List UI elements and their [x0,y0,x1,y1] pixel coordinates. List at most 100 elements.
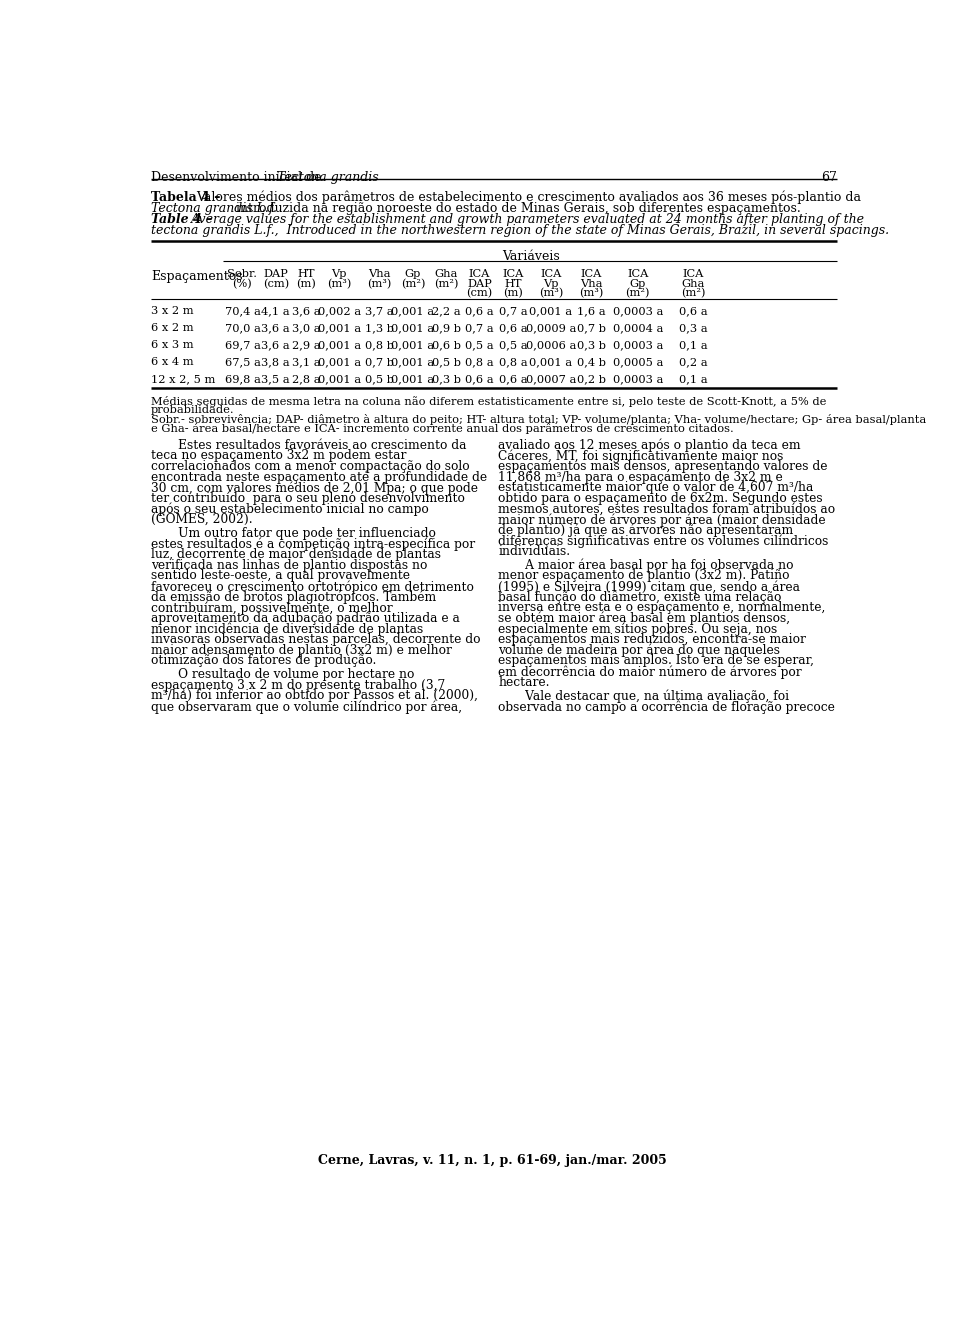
Text: espaçamentos mais densos, apresentando valores de: espaçamentos mais densos, apresentando v… [498,459,828,473]
Text: (%): (%) [232,279,252,289]
Text: 0,0003 a: 0,0003 a [612,341,663,350]
Text: 0,6 a: 0,6 a [498,323,527,333]
Text: 0,001 a: 0,001 a [529,306,572,317]
Text: 70,4 a: 70,4 a [225,306,260,317]
Text: 0,001 a: 0,001 a [318,358,361,367]
Text: observada no campo a ocorrência de floração precoce: observada no campo a ocorrência de flora… [498,700,835,714]
Text: ICA: ICA [581,269,602,280]
Text: especialmente em sítios pobres. Ou seja, nos: especialmente em sítios pobres. Ou seja,… [498,623,778,636]
Text: mesmos autores, estes resultados foram atribuídos ao: mesmos autores, estes resultados foram a… [498,503,835,515]
Text: 0,6 a: 0,6 a [466,306,493,317]
Text: Cáceres, MT, foi significativamente maior nos: Cáceres, MT, foi significativamente maio… [498,449,783,463]
Text: basal função do diâmetro, existe uma relação: basal função do diâmetro, existe uma rel… [498,590,781,605]
Text: ICA: ICA [468,269,491,280]
Text: 0,6 a: 0,6 a [498,374,527,384]
Text: 11,868 m³/ha para o espaçamento de 3x2 m e: 11,868 m³/ha para o espaçamento de 3x2 m… [498,470,783,483]
Text: (m³): (m³) [368,279,392,289]
Text: (m): (m) [503,288,523,298]
Text: 6 x 4 m: 6 x 4 m [151,358,194,367]
Text: 2,2 a: 2,2 a [432,306,461,317]
Text: 0,2 a: 0,2 a [679,358,708,367]
Text: 0,6 a: 0,6 a [679,306,708,317]
Text: 0,0003 a: 0,0003 a [612,374,663,384]
Text: 0,001 a: 0,001 a [392,358,435,367]
Text: 0,001 a: 0,001 a [318,374,361,384]
Text: 0,6 b: 0,6 b [432,341,461,350]
Text: (m²): (m²) [434,279,459,289]
Text: 3,8 a: 3,8 a [261,358,290,367]
Text: 0,001 a: 0,001 a [318,341,361,350]
Text: Desenvolvimento inicial de: Desenvolvimento inicial de [151,172,325,185]
Text: 3,6 a: 3,6 a [292,306,321,317]
Text: 67,5 a: 67,5 a [225,358,260,367]
Text: maior adensamento de plantio (3x2 m) e melhor: maior adensamento de plantio (3x2 m) e m… [151,644,452,657]
Text: volume de madeira por área do que naqueles: volume de madeira por área do que naquel… [498,644,780,657]
Text: (m³): (m³) [539,288,564,298]
Text: Valores médios dos parâmetros de estabelecimento e crescimento avaliados aos 36 : Valores médios dos parâmetros de estabel… [196,191,861,205]
Text: 4,1 a: 4,1 a [261,306,290,317]
Text: O resultado de volume por hectare no: O resultado de volume por hectare no [151,668,415,681]
Text: 0,001 a: 0,001 a [392,323,435,333]
Text: tectona grandis L.f.,  Introduced in the northwestern region of the state of Min: tectona grandis L.f., Introduced in the … [151,224,889,236]
Text: Sobr.: Sobr. [228,269,257,280]
Text: hectare.: hectare. [498,676,550,689]
Text: maior número de árvores por área (maior densidade: maior número de árvores por área (maior … [498,513,826,527]
Text: (m): (m) [296,279,316,289]
Text: espaçamentos mais amplos. Isto era de se esperar,: espaçamentos mais amplos. Isto era de se… [498,655,814,668]
Text: Médias seguidas de mesma letra na coluna não diferem estatisticamente entre si, : Médias seguidas de mesma letra na coluna… [151,396,827,407]
Text: correlacionados com a menor compactação do solo: correlacionados com a menor compactação … [151,459,469,473]
Text: 0,3 b: 0,3 b [577,341,606,350]
Text: m³/ha) foi inferior ao obtido por Passos et al. (2000),: m³/ha) foi inferior ao obtido por Passos… [151,689,478,702]
Text: Cerne, Lavras, v. 11, n. 1, p. 61-69, jan./mar. 2005: Cerne, Lavras, v. 11, n. 1, p. 61-69, ja… [318,1154,666,1167]
Text: 0,002 a: 0,002 a [318,306,361,317]
Text: favoreceu o crescimento ortotrópico em detrimento: favoreceu o crescimento ortotrópico em d… [151,579,474,594]
Text: (m²): (m²) [682,288,706,298]
Text: (m³): (m³) [327,279,351,289]
Text: sentido leste-oeste, a qual provavelmente: sentido leste-oeste, a qual provavelment… [151,569,410,582]
Text: após o seu estabelecimento inicial no campo: após o seu estabelecimento inicial no ca… [151,503,429,516]
Text: ter contribuído  para o seu pleno desenvolvimento: ter contribuído para o seu pleno desenvo… [151,492,465,506]
Text: 0,5 a: 0,5 a [466,341,493,350]
Text: 0,4 b: 0,4 b [577,358,606,367]
Text: (m²): (m²) [626,288,650,298]
Text: 30 cm, com valores médios de 2,01 Mpa; o que pode: 30 cm, com valores médios de 2,01 Mpa; o… [151,482,478,495]
Text: Vale destacar que, na última avaliação, foi: Vale destacar que, na última avaliação, … [498,689,789,704]
Text: 0,001 a: 0,001 a [529,358,572,367]
Text: 69,8 a: 69,8 a [225,374,260,384]
Text: 3,6 a: 3,6 a [261,323,290,333]
Text: 0,0004 a: 0,0004 a [612,323,663,333]
Text: (m²): (m²) [400,279,425,289]
Text: A maior área basal por ha foi observada no: A maior área basal por ha foi observada … [498,558,794,573]
Text: Gha: Gha [435,269,458,280]
Text: espaçamentos mais reduzidos, encontra-se maior: espaçamentos mais reduzidos, encontra-se… [498,634,806,645]
Text: menor incidência de diversidade de plantas: menor incidência de diversidade de plant… [151,623,423,636]
Text: 0,3 b: 0,3 b [432,374,461,384]
Text: Vp: Vp [543,279,559,289]
Text: 0,8 b: 0,8 b [365,341,395,350]
Text: Um outro fator que pode ter influenciado: Um outro fator que pode ter influenciado [151,527,436,540]
Text: 12 x 2, 5 m: 12 x 2, 5 m [151,374,215,384]
Text: diferenças significativas entre os volumes cilíndricos: diferenças significativas entre os volum… [498,535,828,548]
Text: 0,0006 a: 0,0006 a [526,341,576,350]
Text: verificada nas linhas de plantio dispostas no: verificada nas linhas de plantio dispost… [151,558,427,572]
Text: 3,0 a: 3,0 a [292,323,321,333]
Text: se obtém maior área basal em plantios densos,: se obtém maior área basal em plantios de… [498,612,790,626]
Text: 0,1 a: 0,1 a [679,341,708,350]
Text: 3,6 a: 3,6 a [261,341,290,350]
Text: (GOMES, 2002).: (GOMES, 2002). [151,513,252,527]
Text: Tabela 4 –: Tabela 4 – [151,191,225,203]
Text: 3 x 2 m: 3 x 2 m [151,306,194,317]
Text: HT: HT [298,269,315,280]
Text: 0,0007 a: 0,0007 a [526,374,576,384]
Text: aproveitamento da adubação padrão utilizada e a: aproveitamento da adubação padrão utiliz… [151,612,460,624]
Text: introduzida na região noroeste do estado de Minas Gerais, sob diferentes espaçam: introduzida na região noroeste do estado… [231,202,801,215]
Text: ICA: ICA [627,269,648,280]
Text: Espaçamentos: Espaçamentos [151,271,243,284]
Text: 1,6 a: 1,6 a [577,306,606,317]
Text: Sobr.- sobrevivência; DAP- diâmetro à altura do peito; HT- altura total; VP- vol: Sobr.- sobrevivência; DAP- diâmetro à al… [151,414,926,425]
Text: avaliado aos 12 meses após o plantio da teca em: avaliado aos 12 meses após o plantio da … [498,438,801,453]
Text: que observaram que o volume cilíndrico por área,: que observaram que o volume cilíndrico p… [151,700,462,714]
Text: 2,8 a: 2,8 a [292,374,321,384]
Text: encontrada neste espaçamento até a profundidade de: encontrada neste espaçamento até a profu… [151,470,487,484]
Text: Variáveis: Variáveis [502,249,560,263]
